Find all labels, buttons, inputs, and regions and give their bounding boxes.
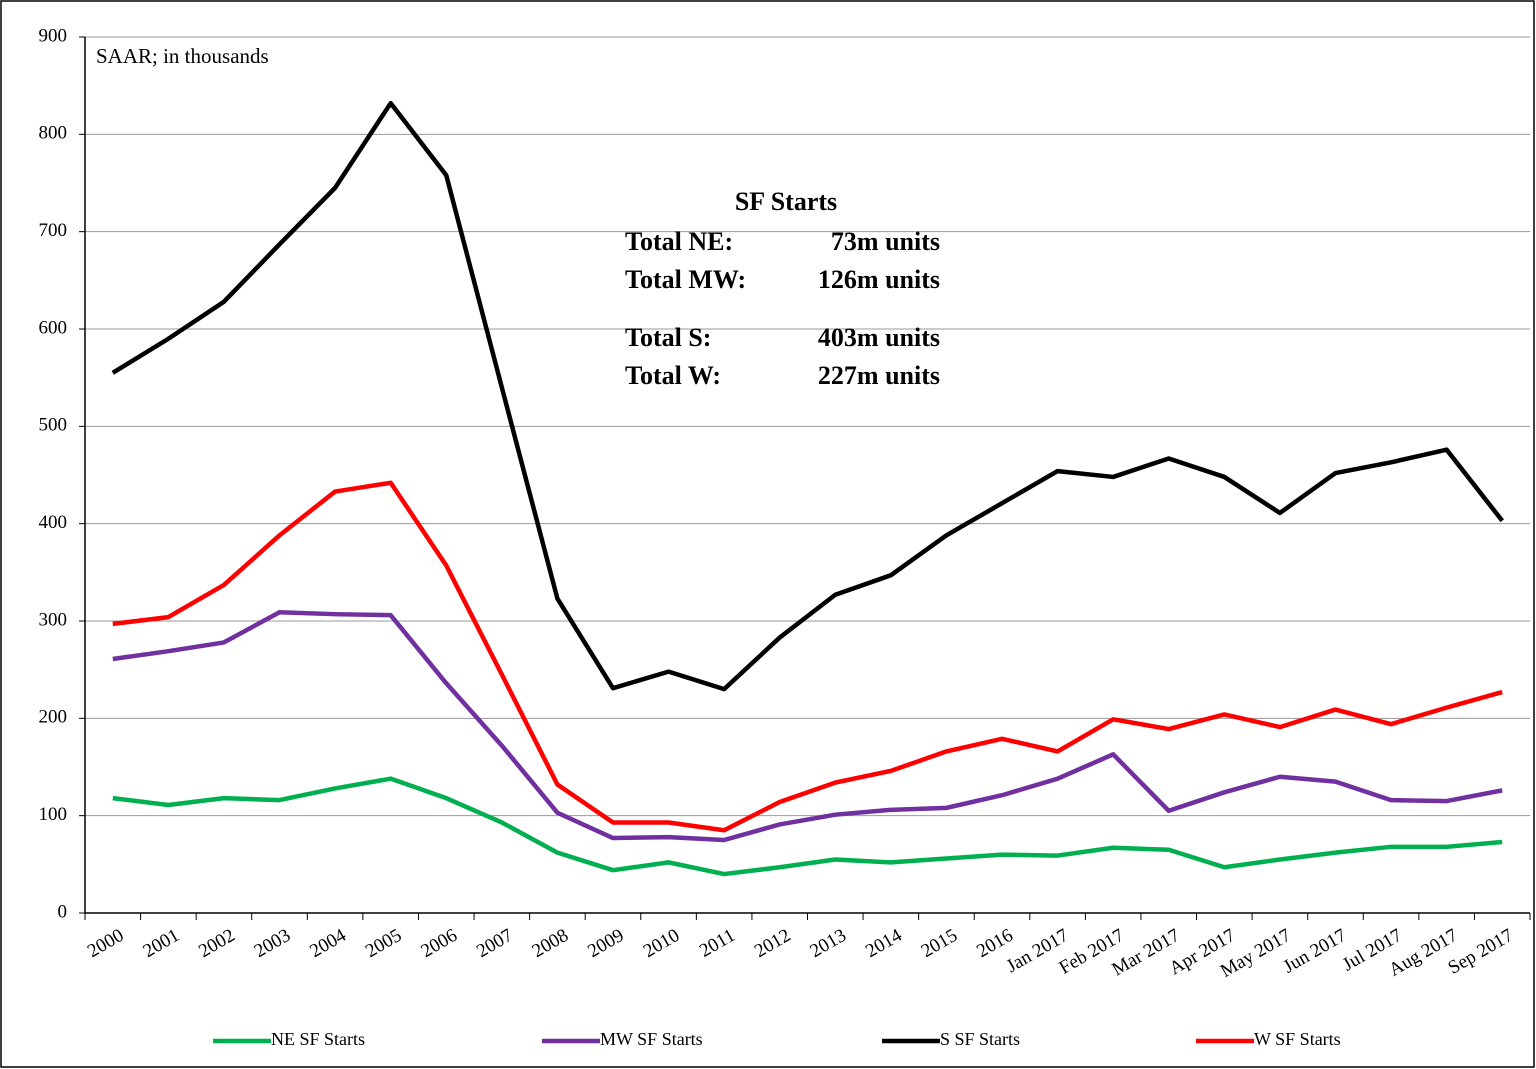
box-label: Total S: [625,323,711,352]
y-tick-label: 600 [39,317,68,338]
y-tick-label: 500 [39,415,68,436]
legend-label: MW SF Starts [600,1029,703,1049]
y-tick-label: 300 [39,609,68,630]
box-label: Total W: [625,361,721,390]
legend-label: S SF Starts [940,1029,1020,1049]
box-value: 227m units [818,361,940,390]
series-line [112,480,1503,833]
series-line [112,776,1503,877]
note: SAAR; in thousands [96,44,269,68]
y-tick-label: 100 [39,804,68,825]
series-line [112,609,1503,843]
box-title: SF Starts [735,187,837,216]
series-line [111,100,1504,692]
legend-label: W SF Starts [1254,1029,1341,1049]
legend-label: NE SF Starts [271,1029,365,1049]
box-value: 126m units [818,265,940,294]
y-tick-label: 900 [39,25,68,46]
y-tick-label: 400 [39,512,68,533]
box-value: 73m units [831,227,940,256]
box-label: Total NE: [625,227,733,256]
box-label: Total MW: [625,265,746,294]
y-tick-label: 200 [39,707,68,728]
y-tick-label: 800 [39,123,68,144]
box-value: 403m units [818,323,940,352]
y-tick-label: 700 [39,220,68,241]
y-tick-label: 0 [58,901,68,922]
